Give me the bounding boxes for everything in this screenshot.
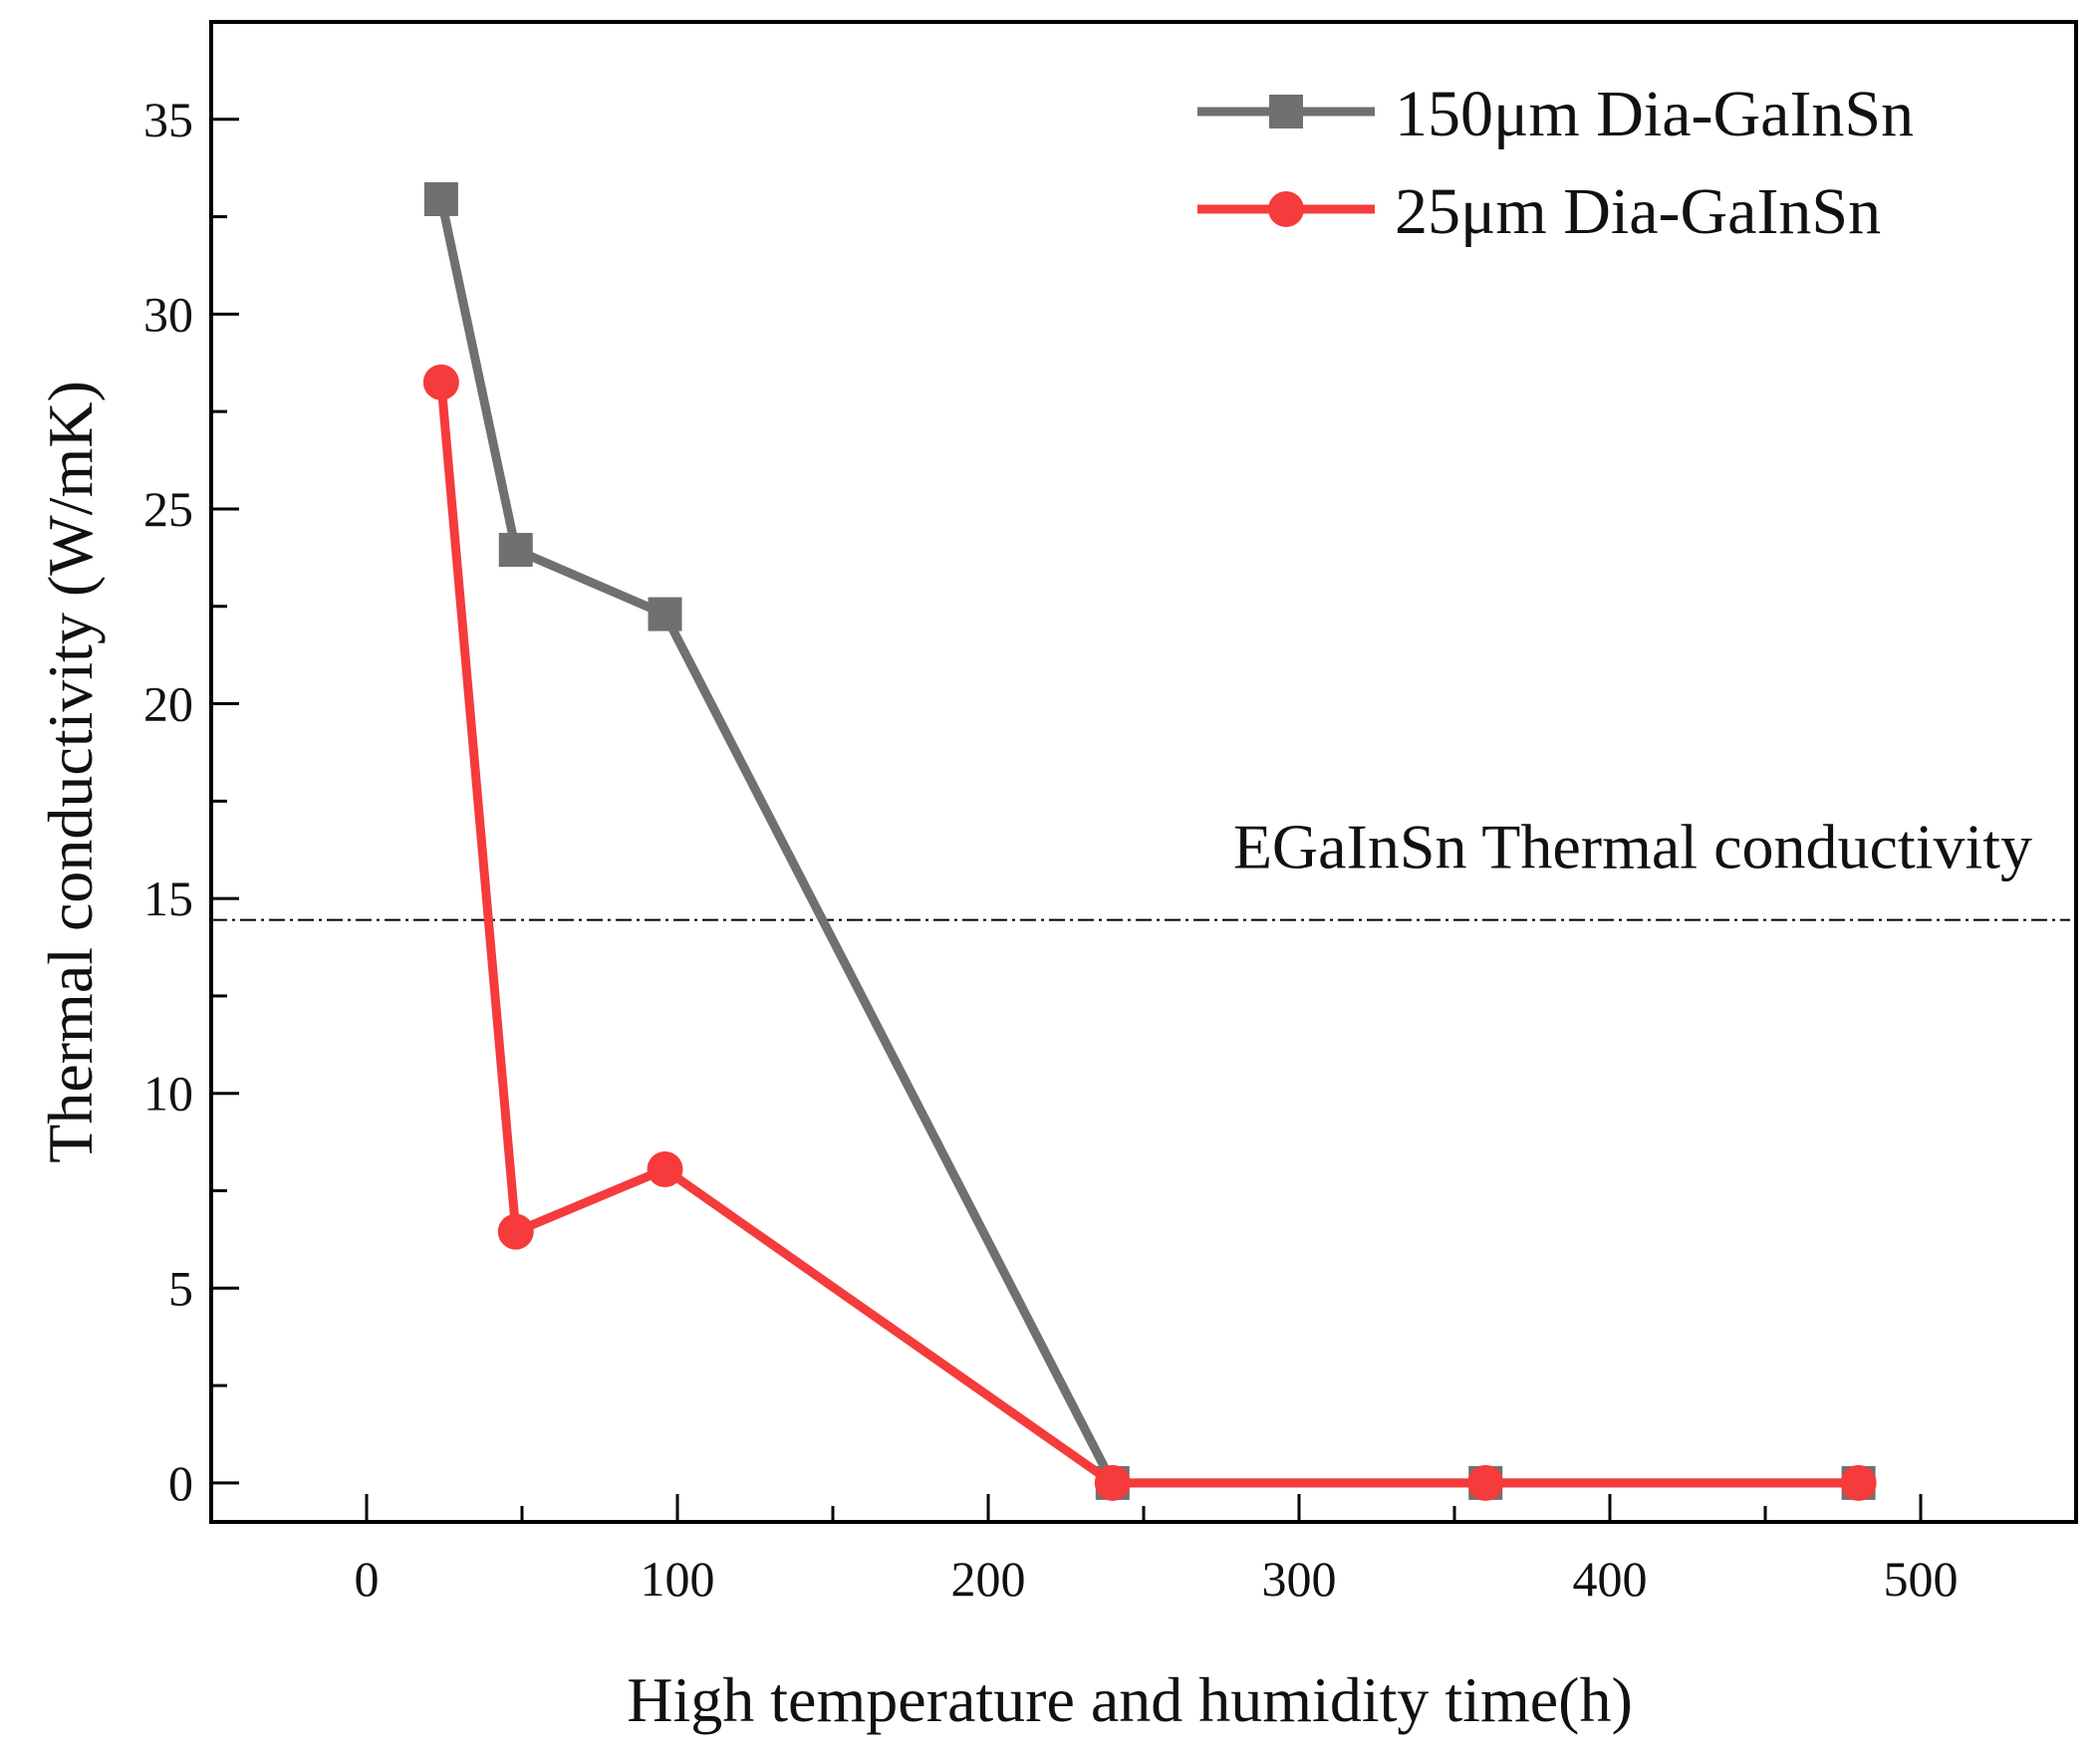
legend-marker xyxy=(1269,95,1303,128)
x-tick-label: 500 xyxy=(1884,1551,1959,1607)
y-tick-label: 35 xyxy=(143,92,193,147)
data-point xyxy=(1467,1464,1504,1501)
y-tick-label: 20 xyxy=(143,676,193,732)
y-tick-label: 0 xyxy=(168,1455,193,1511)
x-axis-label: High temperature and humidity time(h) xyxy=(627,1664,1633,1735)
data-point xyxy=(647,1150,683,1187)
y-tick-label: 30 xyxy=(143,286,193,342)
legend-item: 25μm Dia-GaInSn xyxy=(1197,175,1881,248)
data-point xyxy=(1840,1464,1877,1501)
data-point xyxy=(497,1213,534,1250)
y-tick-label: 25 xyxy=(143,481,193,537)
legend-label: 25μm Dia-GaInSn xyxy=(1395,175,1881,248)
axis-tick-labels: 0 100 200 300 400 500 0 5 10 15 20 25 30 35 xyxy=(143,92,1959,1607)
plot-area xyxy=(209,20,2078,1524)
y-tick-label: 15 xyxy=(143,871,193,926)
y-axis-label: Thermal conductivity (W/mK) xyxy=(35,380,106,1163)
legend-marker xyxy=(1268,191,1304,227)
reference-line-label: EGaInSn Thermal conductivity xyxy=(1233,812,2032,882)
series-2 xyxy=(422,364,1877,1501)
data-point xyxy=(422,364,459,400)
series-layer xyxy=(422,181,1877,1501)
axis-ticks xyxy=(211,118,1923,1522)
x-tick-label: 200 xyxy=(951,1551,1026,1607)
series-line xyxy=(436,381,1859,1488)
legend-label: 150μm Dia-GaInSn xyxy=(1395,78,1914,150)
data-point xyxy=(498,533,533,568)
legend: 150μm Dia-GaInSn 25μm Dia-GaInSn xyxy=(1197,78,1914,248)
x-tick-label: 100 xyxy=(641,1551,715,1607)
x-tick-label: 0 xyxy=(355,1551,380,1607)
x-tick-label: 400 xyxy=(1573,1551,1648,1607)
y-tick-label: 10 xyxy=(143,1066,193,1122)
data-point xyxy=(423,181,458,216)
y-tick-label: 5 xyxy=(168,1260,193,1316)
data-point xyxy=(648,597,682,631)
x-tick-label: 300 xyxy=(1262,1551,1337,1607)
data-point xyxy=(1094,1464,1131,1501)
legend-item: 150μm Dia-GaInSn xyxy=(1197,78,1914,150)
